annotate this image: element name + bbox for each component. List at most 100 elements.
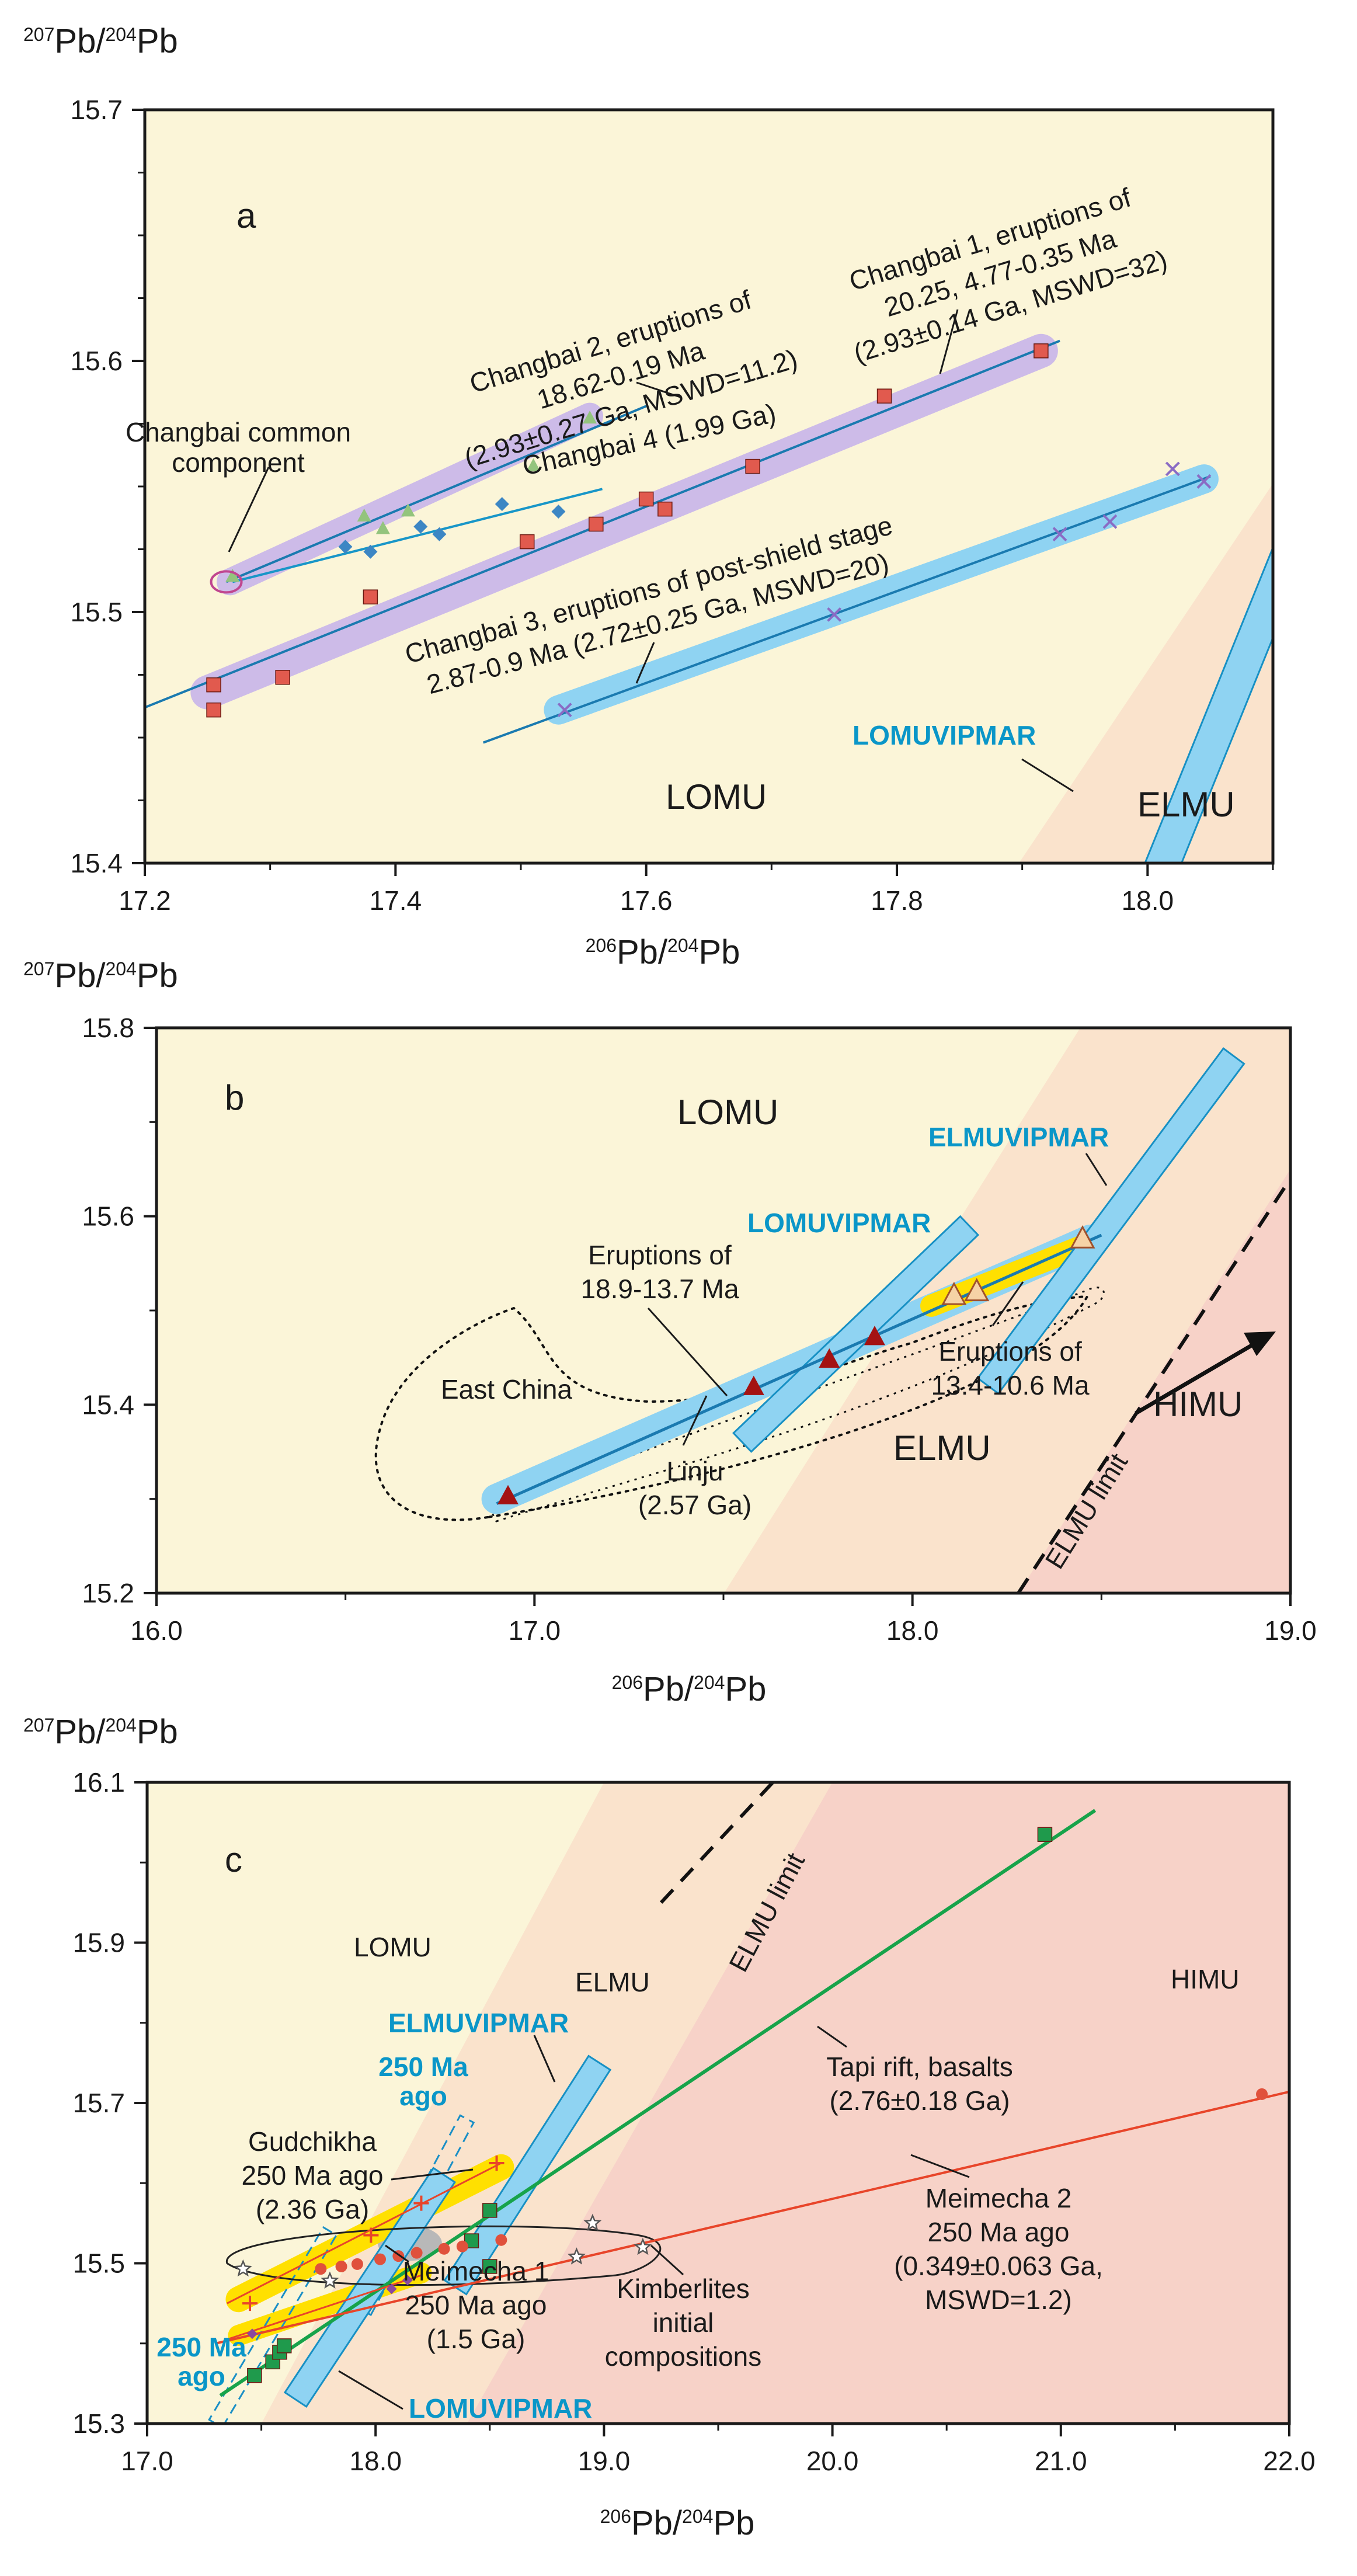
axis-label-part: Pb — [137, 22, 178, 60]
plot-area — [156, 1028, 1290, 1593]
eruptions-young-label: Eruptions of — [938, 1336, 1082, 1367]
data-point — [363, 544, 378, 559]
data-point — [589, 516, 604, 532]
data-point — [402, 2275, 413, 2286]
x-axis-label: 206Pb/204Pb — [586, 933, 740, 971]
x-tick-label: 20.0 — [806, 2446, 859, 2476]
data-point — [206, 702, 221, 718]
trend-envelope — [489, 1287, 1105, 1522]
axis-label-part: 207 — [23, 24, 54, 45]
axis-label-part: 204 — [105, 24, 136, 45]
kimberlites-label: initial — [653, 2307, 714, 2338]
leader-gudchikha — [391, 2168, 474, 2181]
axis-label-part: Pb — [137, 957, 178, 995]
x-tick-label: 17.0 — [509, 1615, 561, 1646]
x-tick-label: 18.0 — [886, 1615, 939, 1646]
y-tick-label: 15.7 — [72, 2088, 125, 2118]
leader-eruptions-old — [647, 1307, 728, 1397]
axis-label-part: Pb — [713, 2504, 754, 2542]
linju-label: (2.57 Ga) — [638, 1490, 751, 1520]
age-label-upper: ago — [399, 2081, 447, 2111]
data-point — [745, 458, 760, 474]
data-point — [964, 1278, 990, 1302]
x-axis-label: 206Pb/204Pb — [600, 2504, 755, 2542]
meimecha1-label: (1.5 Ga) — [427, 2324, 526, 2354]
data-point — [246, 2328, 258, 2339]
x-tick-label: 16.0 — [130, 1615, 183, 1646]
y-tick-label: 15.6 — [82, 1201, 134, 1232]
age-label-lower: 250 Ma — [156, 2332, 246, 2362]
axis-label-part: 207 — [23, 958, 54, 979]
lomuvipmar-label: LOMUVIPMAR — [409, 2393, 592, 2424]
region-himu: HIMU — [1153, 1385, 1243, 1424]
linju-label: Linju — [666, 1456, 723, 1486]
data-point — [401, 503, 415, 517]
panel-letter: b — [225, 1078, 244, 1117]
elmu-limit-line — [1017, 1177, 1290, 1593]
meimecha2-label: (0.349±0.063 Ga, — [894, 2251, 1103, 2281]
axis-label-part: 204 — [694, 1672, 725, 1693]
panel-b: 16.0 17.0 18.0 19.0 15.2 15.4 15.6 15.8 b LOMU ELM… — [23, 957, 1317, 1708]
leader-kimberlites — [650, 2244, 684, 2276]
lomuvipmar-label: LOMUVIPMAR — [747, 1208, 931, 1238]
axis-label-part: 204 — [682, 2506, 713, 2527]
panel-c: 17.0 18.0 19.0 20.0 21.0 22.0 15.3 15.5 15.7 15.9… — [23, 1713, 1316, 2542]
data-point — [432, 527, 447, 541]
y-tick-label: 15.8 — [82, 1013, 134, 1043]
meimecha2-label: 250 Ma ago — [928, 2217, 1070, 2247]
y-tick-label: 15.3 — [72, 2408, 125, 2439]
data-point — [363, 589, 378, 604]
data-point — [941, 1281, 967, 1305]
data-point — [567, 2247, 586, 2265]
data-point — [413, 519, 428, 534]
leader-changbai1 — [939, 309, 959, 374]
data-point — [557, 703, 572, 718]
data-point — [438, 2243, 450, 2255]
data-point — [864, 1326, 885, 1346]
axis-label-part: 207 — [23, 1715, 54, 1736]
data-point — [638, 491, 654, 507]
data-point — [876, 388, 892, 404]
leader-changbai3 — [635, 642, 655, 684]
data-point — [482, 2259, 497, 2274]
data-point — [335, 2260, 347, 2272]
axis-label-part: Pb/ — [54, 1713, 106, 1751]
kimberlites-label: compositions — [605, 2341, 761, 2372]
y-tick-label: 15.6 — [70, 346, 123, 376]
y-tick-label: 15.4 — [70, 848, 123, 878]
data-point — [1034, 343, 1049, 359]
x-tick-label: 17.4 — [370, 885, 422, 916]
leader-linju — [682, 1395, 708, 1446]
leader-elmuvipmar — [533, 2035, 556, 2083]
y-axis-label: 207Pb/204Pb — [23, 957, 178, 995]
axis-label-part: Pb — [698, 933, 740, 971]
axis-label-part: 204 — [105, 1715, 136, 1736]
gudchikha-trend-line — [227, 2162, 502, 2304]
y-tick-label: 15.5 — [70, 597, 123, 627]
y-axis-label: 207Pb/204Pb — [23, 1713, 178, 1751]
data-point — [743, 1375, 764, 1395]
data-point — [1052, 527, 1067, 542]
common-component-ellipse — [210, 570, 243, 594]
y-tick-label: 15.4 — [82, 1389, 134, 1420]
axis-label-part: 204 — [667, 935, 698, 956]
data-point — [315, 2263, 327, 2275]
data-point — [526, 458, 541, 471]
east-china-field — [374, 1295, 1090, 1521]
axis-label-part: 204 — [105, 958, 136, 979]
data-point — [482, 2203, 497, 2218]
x-tick-label: 17.8 — [871, 885, 923, 916]
axis-label-part: Pb/ — [54, 957, 106, 995]
data-point — [819, 1348, 840, 1368]
data-point — [1070, 1225, 1095, 1249]
y-tick-label: 15.2 — [82, 1578, 134, 1608]
trend-line — [496, 1233, 1102, 1506]
axis-label-part: 206 — [600, 2506, 631, 2527]
data-point — [374, 2253, 387, 2265]
data-point — [275, 670, 290, 685]
plot-area — [145, 110, 1273, 863]
data-point — [1037, 1827, 1053, 1842]
region-himu: HIMU — [1171, 1964, 1240, 1994]
leader-changbai2 — [636, 381, 681, 398]
